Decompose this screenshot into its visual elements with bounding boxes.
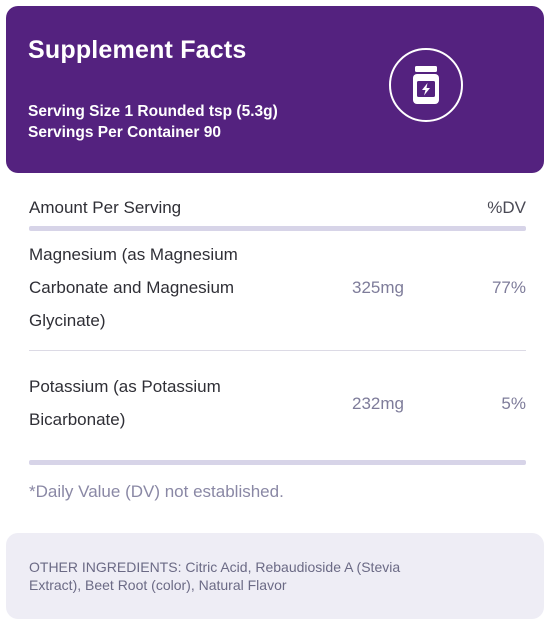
nutrient-amount-magnesium: 325mg — [352, 278, 404, 297]
dv-header: %DV — [487, 198, 526, 217]
header-divider — [29, 226, 526, 231]
serving-info: Serving Size 1 Rounded tsp (5.3g) Servin… — [28, 101, 278, 143]
nutrient-dv-potassium: 5% — [501, 394, 526, 413]
other-ingredients-text: OTHER INGREDIENTS: Citric Acid, Rebaudio… — [29, 558, 489, 594]
nutrient-name-potassium: Potassium (as Potassium Bicarbonate) — [29, 370, 299, 436]
row-divider — [29, 350, 526, 351]
nutrient-dv-magnesium: 77% — [491, 278, 526, 297]
supplement-jar-icon — [413, 66, 439, 104]
amount-per-serving-row: Amount Per Serving %DV — [29, 198, 526, 218]
daily-value-footnote: *Daily Value (DV) not established. — [29, 482, 284, 501]
amount-per-serving-label: Amount Per Serving — [29, 198, 182, 217]
servings-per-container: Servings Per Container 90 — [28, 124, 221, 141]
icon-badge — [389, 48, 463, 122]
nutrient-name-magnesium: Magnesium (as Magnesium Carbonate and Ma… — [29, 238, 299, 337]
nutrient-name-line: Carbonate and Magnesium — [29, 278, 235, 297]
other-ingredients-box: OTHER INGREDIENTS: Citric Acid, Rebaudio… — [6, 533, 544, 619]
nutrient-name-line: Bicarbonate) — [29, 410, 126, 429]
other-ingredients-line: Extract), Beet Root (color), Natural Fla… — [29, 577, 287, 593]
panel-title: Supplement Facts — [28, 36, 247, 64]
table-bottom-divider — [29, 460, 526, 465]
nutrient-amount-potassium: 232mg — [352, 394, 404, 413]
other-ingredients-line: OTHER INGREDIENTS: Citric Acid, Rebaudio… — [29, 559, 401, 575]
nutrient-name-line: Magnesium (as Magnesium — [29, 245, 238, 264]
nutrient-name-line: Glycinate) — [29, 311, 106, 330]
nutrient-name-line: Potassium (as Potassium — [29, 377, 221, 396]
serving-size: Serving Size 1 Rounded tsp (5.3g) — [28, 103, 278, 120]
supplement-facts-header: Supplement Facts Serving Size 1 Rounded … — [6, 6, 544, 173]
